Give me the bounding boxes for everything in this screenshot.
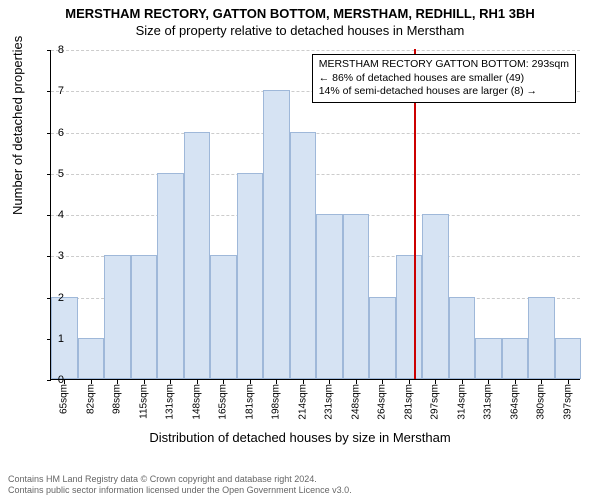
ytick-label: 7 — [58, 85, 64, 97]
xtick-label: 281sqm — [403, 384, 414, 420]
ytick-label: 4 — [58, 209, 64, 221]
ytick-mark — [47, 133, 51, 134]
histogram-bar — [343, 214, 370, 379]
xtick-label: 181sqm — [244, 384, 255, 420]
plot-area: MERSTHAM RECTORY GATTON BOTTOM: 293sqm ←… — [50, 50, 580, 380]
xtick-label: 115sqm — [138, 384, 149, 419]
ytick-label: 6 — [58, 127, 64, 139]
histogram-bar — [51, 297, 78, 380]
histogram-bar — [316, 214, 343, 379]
chart-subtitle: Size of property relative to detached ho… — [0, 21, 600, 38]
histogram-bar — [263, 90, 290, 379]
histogram-bar — [449, 297, 476, 380]
xtick-label: 214sqm — [297, 384, 308, 420]
ytick-label: 3 — [58, 250, 64, 262]
chart-title: MERSTHAM RECTORY, GATTON BOTTOM, MERSTHA… — [0, 0, 600, 21]
xtick-label: 231sqm — [324, 384, 335, 420]
histogram-bar — [369, 297, 396, 380]
histogram-bar — [104, 255, 131, 379]
xtick-label: 397sqm — [562, 384, 573, 420]
histogram-bar — [184, 132, 211, 380]
histogram-bar — [528, 297, 555, 380]
ytick-mark — [47, 215, 51, 216]
xtick-label: 248sqm — [350, 384, 361, 420]
legend-line: MERSTHAM RECTORY GATTON BOTTOM: 293sqm — [319, 58, 569, 72]
xtick-label: 198sqm — [271, 384, 282, 420]
histogram-bar — [237, 173, 264, 379]
xtick-label: 364sqm — [509, 384, 520, 420]
chart-area: MERSTHAM RECTORY GATTON BOTTOM: 293sqm ←… — [50, 50, 580, 420]
legend-line: ← 86% of detached houses are smaller (49… — [319, 72, 569, 86]
histogram-bar — [78, 338, 105, 379]
histogram-bar — [502, 338, 529, 379]
xtick-label: 264sqm — [377, 384, 388, 420]
ytick-mark — [47, 174, 51, 175]
xtick-label: 98sqm — [112, 384, 123, 414]
xtick-label: 65sqm — [59, 384, 70, 414]
ytick-label: 1 — [58, 333, 64, 345]
xtick-label: 165sqm — [218, 384, 229, 420]
histogram-bar — [131, 255, 158, 379]
xtick-label: 380sqm — [536, 384, 547, 420]
histogram-bar — [475, 338, 502, 379]
ytick-mark — [47, 256, 51, 257]
x-axis-label: Distribution of detached houses by size … — [0, 430, 600, 445]
histogram-bar — [157, 173, 184, 379]
ytick-label: 0 — [58, 374, 64, 386]
y-axis-label: Number of detached properties — [10, 36, 25, 215]
xtick-label: 148sqm — [191, 384, 202, 420]
legend-line: 14% of semi-detached houses are larger (… — [319, 85, 569, 99]
histogram-bar — [210, 255, 237, 379]
ytick-label: 8 — [58, 44, 64, 56]
xtick-label: 331sqm — [483, 384, 494, 420]
xtick-label: 297sqm — [430, 384, 441, 420]
histogram-bar — [422, 214, 449, 379]
ytick-label: 2 — [58, 292, 64, 304]
histogram-bar — [396, 255, 423, 379]
ytick-mark — [47, 380, 51, 381]
histogram-bar — [555, 338, 582, 379]
ytick-mark — [47, 50, 51, 51]
histogram-bar — [290, 132, 317, 380]
ytick-mark — [47, 91, 51, 92]
footer-line: Contains HM Land Registry data © Crown c… — [8, 474, 352, 485]
xtick-label: 131sqm — [165, 384, 176, 420]
xtick-label: 314sqm — [456, 384, 467, 420]
ytick-label: 5 — [58, 168, 64, 180]
xtick-label: 82sqm — [85, 384, 96, 414]
footer-line: Contains public sector information licen… — [8, 485, 352, 496]
legend-box: MERSTHAM RECTORY GATTON BOTTOM: 293sqm ←… — [312, 54, 576, 103]
footer-text: Contains HM Land Registry data © Crown c… — [8, 474, 352, 496]
gridline — [51, 50, 580, 51]
